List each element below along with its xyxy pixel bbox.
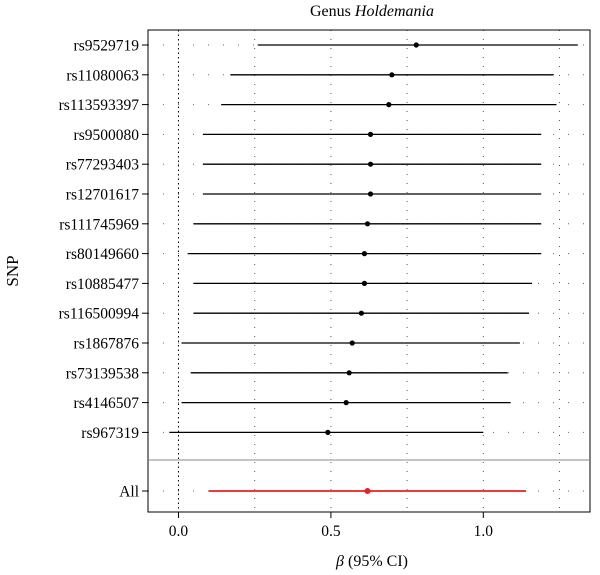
x-axis-label-suffix: (95% CI) bbox=[348, 553, 408, 570]
snp-label: rs1867876 bbox=[74, 336, 140, 353]
overall-label: All bbox=[119, 484, 139, 501]
snp-label: rs77293403 bbox=[66, 157, 139, 174]
beta-points bbox=[325, 42, 419, 494]
x-axis-label-symbol: β bbox=[335, 553, 344, 570]
snp-label: rs11080063 bbox=[66, 67, 139, 84]
beta-point-rs80149660 bbox=[361, 251, 368, 257]
beta-point-rs113593397 bbox=[386, 102, 392, 108]
x-tick-label: 1.0 bbox=[474, 523, 494, 540]
chart-title: Genus Holdemania bbox=[310, 3, 434, 20]
title-taxon: Holdemania bbox=[354, 3, 434, 20]
svg-text:Genus Holdemania: Genus Holdemania bbox=[310, 3, 434, 20]
beta-point-rs10885477 bbox=[361, 280, 368, 286]
snp-label: rs73139538 bbox=[66, 365, 139, 382]
beta-point-rs12701617 bbox=[367, 191, 374, 197]
beta-point-rs77293403 bbox=[367, 161, 374, 167]
snp-labels: rs9529719 rs11080063 rs113593397 rs9500080 r… bbox=[59, 38, 148, 501]
grid bbox=[148, 30, 590, 512]
snp-label: rs967319 bbox=[81, 425, 139, 442]
beta-point-rs9529719 bbox=[413, 42, 419, 48]
snp-label: rs10885477 bbox=[66, 276, 139, 293]
beta-point-rs1867876 bbox=[349, 340, 355, 346]
beta-point-rs4146507 bbox=[343, 400, 349, 406]
snp-label: rs80149660 bbox=[66, 246, 139, 263]
plot-frame bbox=[147, 29, 591, 513]
title-prefix: Genus bbox=[310, 3, 351, 20]
x-tick-label: 0.5 bbox=[321, 523, 341, 540]
x-axis-label: β (95% CI) bbox=[335, 553, 408, 570]
y-axis-label: SNP bbox=[3, 255, 22, 286]
beta-point-rs9500080 bbox=[367, 131, 374, 137]
beta-point-overall bbox=[364, 488, 371, 494]
snp-label: rs113593397 bbox=[59, 97, 140, 114]
beta-point-rs116500994 bbox=[358, 310, 364, 316]
snp-label: rs4146507 bbox=[74, 395, 140, 412]
beta-point-rs73139538 bbox=[346, 370, 352, 376]
beta-point-rs967319 bbox=[325, 429, 331, 435]
ci-lines bbox=[169, 44, 578, 492]
snp-label: rs111745969 bbox=[59, 216, 139, 233]
snp-label: rs9529719 bbox=[74, 38, 140, 55]
snp-label: rs9500080 bbox=[74, 127, 140, 144]
snp-label: rs116500994 bbox=[59, 306, 140, 323]
x-tick-label: 0.0 bbox=[169, 523, 189, 540]
beta-point-rs111745969 bbox=[364, 221, 371, 227]
beta-point-rs11080063 bbox=[389, 72, 395, 78]
x-axis: 0.0 0.5 1.0 bbox=[169, 512, 493, 540]
snp-label: rs12701617 bbox=[66, 187, 139, 204]
